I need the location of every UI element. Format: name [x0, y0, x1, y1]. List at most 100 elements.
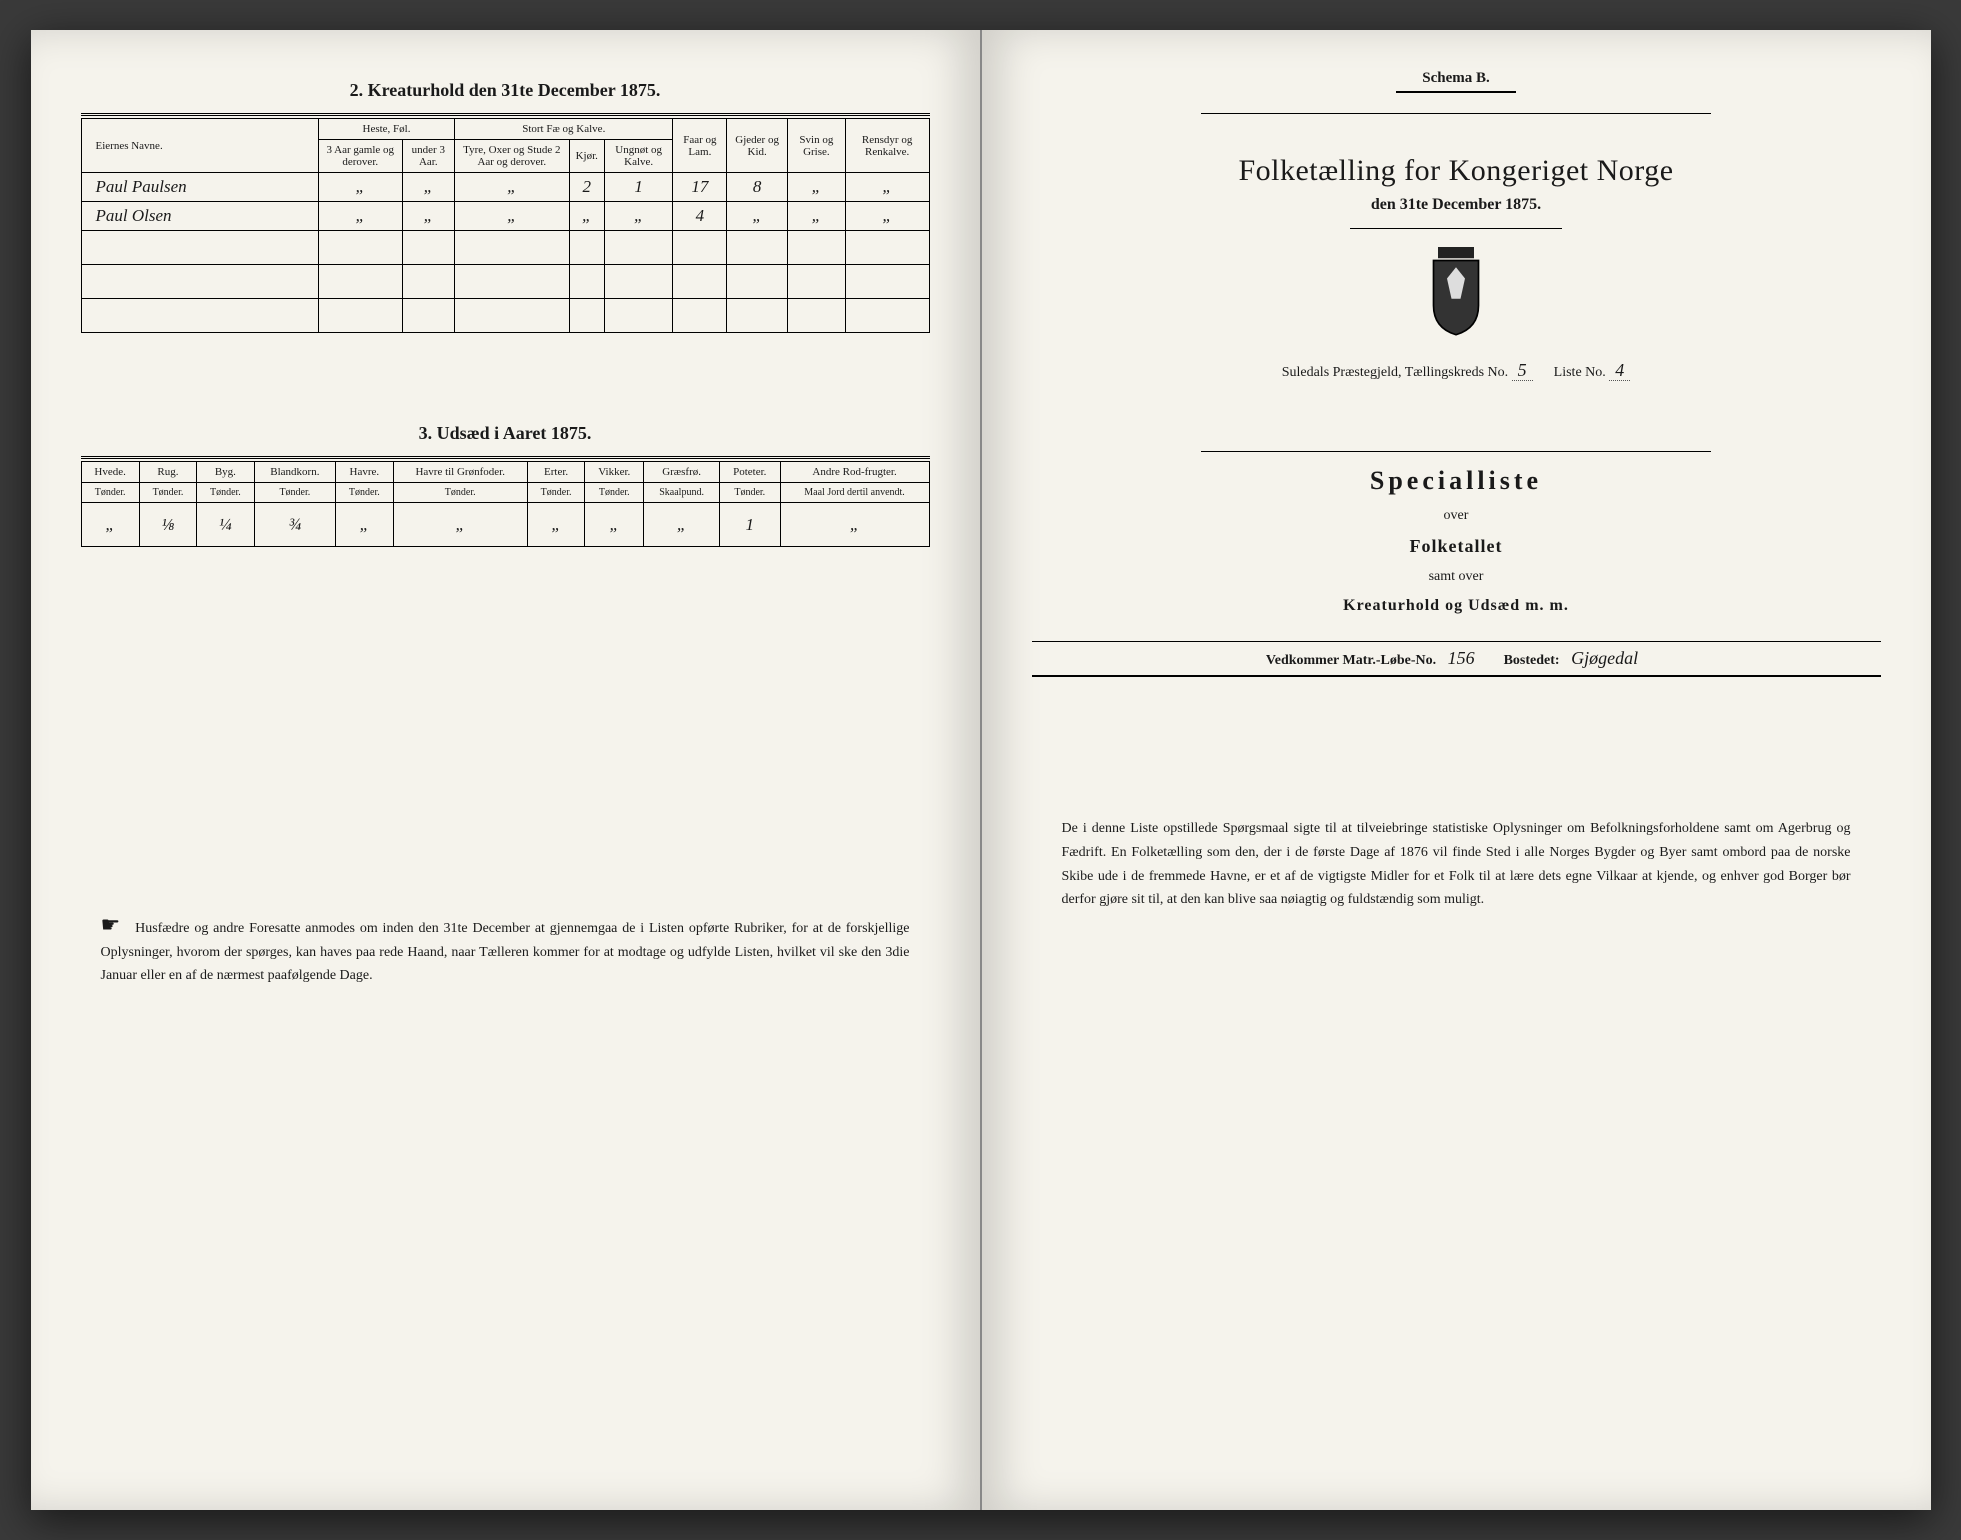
- section2-title: 2. Kreaturhold den 31te December 1875.: [81, 80, 930, 101]
- cell-value: „: [787, 202, 845, 231]
- udsed-value: 1: [719, 503, 780, 547]
- left-page: 2. Kreaturhold den 31te December 1875. E…: [31, 30, 982, 1510]
- udsed-table: Hvede.Rug.Byg.Blandkorn.Havre.Havre til …: [81, 461, 930, 547]
- udsed-value: „: [585, 503, 644, 547]
- udsed-subcol: Tønder.: [527, 483, 584, 503]
- udsed-value: ¾: [254, 503, 336, 547]
- pointing-hand-icon: ☛: [101, 912, 121, 937]
- cell-value: 17: [673, 173, 727, 202]
- empty-cell: [81, 231, 318, 265]
- col-name: Eiernes Navne.: [81, 119, 318, 173]
- cell-value: „: [402, 202, 454, 231]
- empty-cell: [402, 299, 454, 333]
- udsed-value: „: [780, 503, 929, 547]
- empty-cell: [727, 299, 788, 333]
- udsed-subcol: Tønder.: [139, 483, 196, 503]
- empty-cell: [569, 265, 604, 299]
- udsed-col: Erter.: [527, 462, 584, 483]
- divider: [1350, 228, 1562, 229]
- bostedet-value: Gjøgedal: [1563, 648, 1646, 668]
- empty-cell: [569, 231, 604, 265]
- cell-value: 4: [673, 202, 727, 231]
- udsed-value: „: [527, 503, 584, 547]
- empty-cell: [673, 231, 727, 265]
- empty-cell: [845, 265, 929, 299]
- kreatur-label: Kreaturhold og Udsæd m. m.: [1032, 597, 1881, 615]
- col-stort-group: Stort Fæ og Kalve.: [455, 119, 673, 140]
- empty-cell: [569, 299, 604, 333]
- col-gjeder: Gjeder og Kid.: [727, 119, 788, 173]
- empty-cell: [81, 265, 318, 299]
- empty-cell: [604, 231, 673, 265]
- udsed-value: „: [644, 503, 720, 547]
- coat-of-arms-icon: [1032, 247, 1881, 342]
- udsed-value: „: [393, 503, 527, 547]
- empty-cell: [402, 231, 454, 265]
- udsed-value: ⅛: [139, 503, 196, 547]
- col-stort-ungnot: Ungnøt og Kalve.: [604, 140, 673, 173]
- table-row: Paul Paulsen„„„21178„„: [81, 173, 929, 202]
- rule: [81, 113, 930, 116]
- folketallet-label: Folketallet: [1032, 536, 1881, 557]
- empty-cell: [787, 231, 845, 265]
- udsed-col: Blandkorn.: [254, 462, 336, 483]
- matr-no: 156: [1440, 648, 1483, 668]
- divider: [1201, 113, 1710, 114]
- liste-label: Liste No.: [1554, 365, 1606, 380]
- empty-cell: [402, 265, 454, 299]
- udsed-col: Hvede.: [81, 462, 139, 483]
- owner-name: Paul Olsen: [81, 202, 318, 231]
- right-page: Schema B. Folketælling for Kongeriget No…: [982, 30, 1931, 1510]
- empty-cell: [455, 265, 570, 299]
- col-rensdyr: Rensdyr og Renkalve.: [845, 119, 929, 173]
- empty-cell: [727, 265, 788, 299]
- empty-cell: [318, 265, 402, 299]
- owner-name: Paul Paulsen: [81, 173, 318, 202]
- udsed-col: Rug.: [139, 462, 196, 483]
- section3-title: 3. Udsæd i Aaret 1875.: [81, 423, 930, 444]
- udsed-col: Vikker.: [585, 462, 644, 483]
- udsed-col: Havre.: [336, 462, 393, 483]
- samt-label: samt over: [1032, 569, 1881, 585]
- cell-value: „: [318, 173, 402, 202]
- matrikel-line: Vedkommer Matr.-Løbe-No. 156 Bostedet: G…: [1032, 641, 1881, 677]
- cell-value: „: [604, 202, 673, 231]
- cell-value: „: [402, 173, 454, 202]
- udsed-value: ¼: [197, 503, 254, 547]
- cell-value: „: [569, 202, 604, 231]
- matr-label: Vedkommer Matr.-Løbe-No.: [1266, 653, 1436, 668]
- bostedet-label: Bostedet:: [1504, 653, 1560, 668]
- empty-cell: [845, 231, 929, 265]
- udsed-col: Havre til Grønfoder.: [393, 462, 527, 483]
- empty-cell: [455, 231, 570, 265]
- udsed-subcol: Skaalpund.: [644, 483, 720, 503]
- specialliste-title: Specialliste: [1032, 466, 1881, 496]
- empty-cell: [604, 299, 673, 333]
- right-footnote: De i denne Liste opstillede Spørgsmaal s…: [1032, 817, 1881, 912]
- udsed-subcol: Tønder.: [197, 483, 254, 503]
- col-heste-group: Heste, Føl.: [318, 119, 454, 140]
- table-row: [81, 265, 929, 299]
- over-label: over: [1032, 508, 1881, 524]
- udsed-subcol: Tønder.: [585, 483, 644, 503]
- cell-value: „: [455, 173, 570, 202]
- udsed-value: „: [81, 503, 139, 547]
- udsed-subcol: Tønder.: [719, 483, 780, 503]
- empty-cell: [787, 299, 845, 333]
- empty-cell: [673, 265, 727, 299]
- udsed-value: „: [336, 503, 393, 547]
- parish-line: Suledals Præstegjeld, Tællingskreds No. …: [1032, 360, 1881, 381]
- rule2: [81, 456, 930, 459]
- table-row: Paul Olsen„„„„„4„„„: [81, 202, 929, 231]
- empty-cell: [787, 265, 845, 299]
- empty-cell: [845, 299, 929, 333]
- udsed-subcol: Tønder.: [81, 483, 139, 503]
- udsed-subcol: Tønder.: [254, 483, 336, 503]
- udsed-col: Andre Rod-frugter.: [780, 462, 929, 483]
- cell-value: 1: [604, 173, 673, 202]
- udsed-subcol: Maal Jord dertil anvendt.: [780, 483, 929, 503]
- cell-value: „: [318, 202, 402, 231]
- table-row: [81, 231, 929, 265]
- left-footnote: ☛ Husfædre og andre Foresatte anmodes om…: [81, 907, 930, 987]
- cell-value: 8: [727, 173, 788, 202]
